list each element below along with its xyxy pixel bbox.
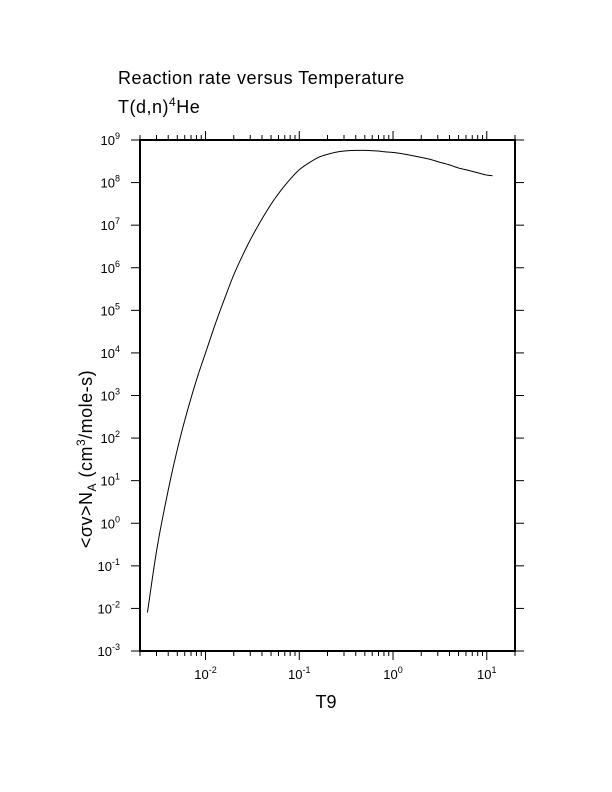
y-tick-label: 10-3 [98, 642, 120, 659]
plot-frame [139, 139, 516, 652]
chart-subtitle: T(d,n)4He [118, 95, 200, 118]
rate-curve [146, 149, 493, 613]
chart-title: Reaction rate versus Temperature [118, 68, 405, 89]
x-tick-label: 100 [383, 665, 402, 682]
ylabel-superscript: 3 [74, 438, 88, 447]
subtitle-rest: He [176, 97, 201, 117]
y-tick-label: 107 [101, 216, 120, 233]
y-tick-label: 104 [101, 344, 120, 361]
axis-ticks [131, 131, 524, 660]
y-tick-label: 106 [101, 259, 120, 276]
y-tick-label: 101 [101, 472, 120, 489]
ylabel-part-2: (cm [76, 446, 96, 484]
y-tick-label: 103 [101, 387, 120, 404]
axis-tick-labels: 10-2 10-1 100 101 10-3 10-2 10-1 100 101 102 103 10… [98, 131, 497, 682]
x-tick-label: 10-2 [194, 665, 216, 682]
y-tick-label: 105 [101, 301, 120, 318]
y-tick-label: 109 [101, 131, 120, 148]
x-axis-label: T9 [315, 692, 337, 712]
x-tick-label: 10-1 [288, 665, 310, 682]
ylabel-subscript: A [85, 483, 99, 492]
ylabel-part-3: /mole-s) [76, 369, 96, 439]
y-tick-label: 108 [101, 174, 120, 191]
y-tick-label: 10-1 [98, 557, 120, 574]
y-tick-label: 100 [101, 514, 120, 531]
ylabel-part-1: <σv>N [76, 491, 96, 549]
y-tick-label: 10-2 [98, 599, 120, 616]
y-tick-label: 102 [101, 429, 120, 446]
y-axis-label: <σv>NA (cm3/mole-s) [74, 370, 99, 548]
x-tick-label: 101 [477, 665, 496, 682]
subtitle-base: T(d,n) [118, 97, 170, 117]
subtitle-superscript: 4 [169, 95, 177, 109]
title-line-1: Reaction rate versus Temperature [118, 68, 405, 88]
